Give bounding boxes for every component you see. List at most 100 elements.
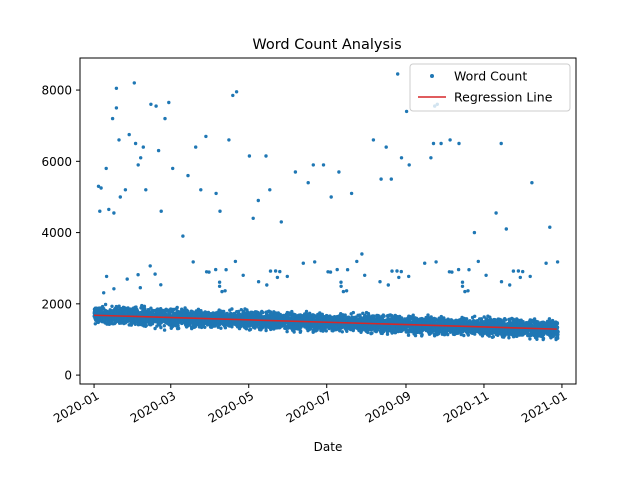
data-point-outlier: [139, 156, 143, 160]
data-point: [214, 267, 218, 272]
data-point-outlier: [110, 116, 115, 121]
data-point: [370, 331, 374, 335]
data-point-outlier: [133, 141, 138, 146]
data-point: [301, 261, 305, 265]
data-point: [99, 309, 103, 313]
data-point: [148, 264, 152, 268]
data-point: [466, 289, 470, 293]
data-point-outlier: [337, 170, 341, 174]
data-point-outlier: [149, 102, 153, 107]
data-point: [224, 268, 228, 272]
data-point: [518, 275, 522, 280]
data-point: [168, 311, 172, 315]
data-point-outlier: [439, 141, 443, 146]
data-point: [335, 267, 339, 272]
data-point: [217, 284, 222, 288]
data-point: [555, 325, 560, 329]
data-point: [420, 333, 424, 337]
data-point: [264, 328, 268, 333]
data-point: [261, 310, 265, 315]
data-point: [313, 260, 317, 264]
data-point: [547, 317, 552, 321]
data-point: [507, 336, 511, 340]
data-point-outlier: [371, 138, 376, 142]
data-point: [446, 332, 450, 337]
data-point: [326, 270, 330, 274]
data-point: [339, 280, 343, 284]
data-point: [110, 304, 114, 308]
data-point-outlier: [264, 154, 268, 158]
data-point: [138, 286, 142, 290]
data-point: [112, 287, 116, 291]
data-point-outlier: [123, 188, 128, 192]
data-point: [491, 335, 495, 339]
data-point-outlier: [199, 188, 203, 192]
data-point: [456, 267, 461, 272]
data-point: [241, 273, 245, 277]
data-point-outlier: [396, 72, 400, 76]
data-point: [371, 314, 375, 318]
data-point: [511, 269, 516, 273]
data-point: [503, 318, 508, 322]
data-point: [285, 329, 289, 334]
data-point: [332, 315, 337, 319]
data-point: [153, 272, 157, 276]
data-point: [180, 321, 184, 325]
data-point: [275, 275, 280, 280]
data-point: [220, 289, 224, 294]
data-point-outlier: [96, 184, 101, 188]
data-point: [460, 284, 465, 288]
data-point-outlier: [114, 106, 119, 110]
data-point: [136, 273, 140, 277]
data-point-outlier: [117, 138, 121, 142]
data-point: [345, 268, 350, 272]
data-point-outlier: [231, 93, 235, 98]
data-point-outlier: [118, 195, 123, 199]
data-point-outlier: [404, 109, 409, 114]
data-point: [211, 311, 215, 315]
data-point: [199, 309, 203, 313]
data-point-outlier: [194, 145, 198, 149]
data-point-outlier: [429, 156, 433, 160]
data-point: [447, 270, 452, 274]
data-point: [454, 318, 458, 322]
data-point: [324, 329, 328, 333]
data-point-outlier: [186, 173, 190, 178]
data-point: [341, 289, 346, 294]
data-point: [149, 306, 153, 310]
data-point: [507, 333, 511, 337]
data-point-outlier: [99, 186, 103, 190]
data-point: [450, 270, 454, 274]
data-point: [378, 280, 382, 284]
data-point: [521, 269, 525, 274]
data-point: [463, 289, 467, 294]
data-point: [385, 330, 390, 334]
data-point: [153, 326, 157, 331]
data-point: [492, 317, 496, 322]
data-point: [318, 311, 322, 315]
data-point: [397, 275, 401, 280]
data-point: [177, 326, 181, 331]
data-point-outlier: [132, 81, 136, 85]
data-point-outlier: [399, 156, 404, 160]
data-point-outlier: [112, 211, 116, 215]
data-point: [487, 334, 491, 338]
data-point: [207, 270, 211, 274]
data-point: [103, 302, 108, 307]
data-point: [268, 269, 273, 273]
data-point-outlier: [293, 170, 298, 174]
data-point: [344, 289, 349, 293]
data-point: [556, 336, 560, 340]
data-point-outlier: [181, 234, 185, 238]
data-point-outlier: [431, 141, 436, 146]
data-point: [159, 325, 163, 330]
data-point: [528, 274, 532, 279]
data-point: [155, 324, 159, 328]
data-point: [191, 260, 195, 264]
data-point: [395, 269, 399, 273]
data-point-outlier: [204, 134, 208, 139]
data-point: [104, 274, 109, 279]
data-point: [125, 277, 129, 281]
data-point-outlier: [494, 211, 498, 215]
